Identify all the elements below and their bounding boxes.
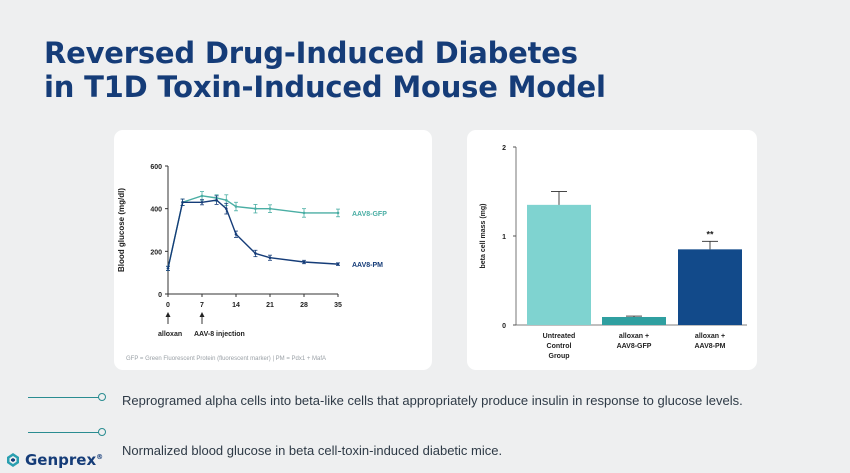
- data-point: [336, 211, 340, 215]
- y-tick-label: 200: [150, 249, 162, 256]
- data-point: [181, 200, 184, 204]
- data-point: [166, 267, 170, 270]
- bar: [527, 204, 591, 325]
- data-point: [268, 207, 272, 210]
- bar: [602, 316, 666, 325]
- data-point: [200, 200, 204, 204]
- bullet-2-line: [28, 432, 100, 433]
- x-tick-label: 0: [166, 302, 170, 309]
- data-point: [254, 252, 257, 255]
- y-tick-label: 0: [158, 292, 162, 299]
- legend-label-aav8-pm: AAV8-PM: [352, 262, 383, 269]
- data-point: [215, 198, 218, 202]
- x-tick-label: 7: [200, 302, 204, 309]
- x-tick-label: 28: [300, 302, 308, 309]
- annotation-arrowhead: [165, 312, 171, 317]
- category-label: AAV8-GFP: [617, 343, 652, 350]
- data-point: [254, 207, 257, 210]
- significance-marker: **: [706, 229, 714, 239]
- data-point: [200, 194, 204, 198]
- y-tick-label: 400: [150, 207, 162, 214]
- title-line-2: in T1D Toxin-Induced Mouse Model: [44, 70, 606, 104]
- category-label: alloxan +: [695, 333, 725, 340]
- bullet-1-dot: [98, 393, 106, 401]
- data-point: [302, 260, 306, 264]
- category-label: Control: [547, 343, 572, 350]
- data-point: [234, 232, 238, 236]
- bar: [678, 249, 742, 325]
- bullet-2-dot: [98, 428, 106, 436]
- y-axis-label: beta cell mass (mg): [480, 204, 487, 269]
- data-point: [224, 198, 228, 202]
- data-point: [224, 207, 228, 210]
- bullet-1-text: Reprogramed alpha cells into beta-like c…: [122, 393, 743, 408]
- beta-cell-chart-card: 0 1 2 beta cell mass (mg) Untreated Control Gr…: [467, 130, 757, 370]
- annotation-label: AAV-8 injection: [194, 331, 245, 338]
- legend-label-aav8-gfp: AAV8-GFP: [352, 211, 387, 218]
- y-tick-label: 600: [150, 164, 162, 171]
- x-tick-label: 21: [266, 302, 274, 309]
- glucose-line-chart: 0 200 400 600 0 7 14 21 28 35 Blood glucose (mg/dl…: [117, 164, 387, 338]
- chart-footnote: GFP = Green Fluorescent Protein (fluores…: [126, 356, 327, 362]
- data-point: [336, 262, 340, 266]
- series-line-aav8-gfp: [167, 195, 338, 269]
- data-point: [234, 205, 238, 208]
- slide-title: Reversed Drug-Induced Diabetes in T1D To…: [44, 36, 606, 104]
- genprex-logo: Genprex®: [5, 451, 103, 469]
- category-label: Group: [549, 353, 570, 360]
- logo-text: Genprex®: [25, 451, 104, 469]
- data-point: [302, 211, 306, 215]
- y-tick-label: 2: [502, 145, 506, 152]
- y-tick-label: 0: [502, 323, 506, 330]
- genprex-logo-icon: [7, 453, 19, 467]
- beta-cell-bar-chart: 0 1 2 beta cell mass (mg) Untreated Control Gr…: [480, 145, 747, 360]
- bullet-1-line: [28, 397, 100, 398]
- category-label: AAV8-PM: [695, 343, 726, 350]
- y-tick-label: 1: [502, 234, 506, 241]
- series-line-aav8-pm: [167, 199, 339, 269]
- category-label: Untreated: [543, 333, 576, 340]
- annotation-arrowhead: [199, 312, 205, 317]
- title-line-1: Reversed Drug-Induced Diabetes: [44, 36, 578, 70]
- x-tick-label: 35: [334, 302, 342, 309]
- bullet-2-text: Normalized blood glucose in beta cell-to…: [122, 443, 503, 458]
- category-label: alloxan +: [619, 333, 649, 340]
- annotation-label: alloxan: [158, 331, 182, 338]
- data-point: [268, 256, 272, 260]
- glucose-chart-card: 0 200 400 600 0 7 14 21 28 35 Blood glucose (mg/dl…: [114, 130, 432, 370]
- x-tick-label: 14: [232, 302, 240, 309]
- y-axis-label: Blood glucose (mg/dl): [117, 188, 126, 272]
